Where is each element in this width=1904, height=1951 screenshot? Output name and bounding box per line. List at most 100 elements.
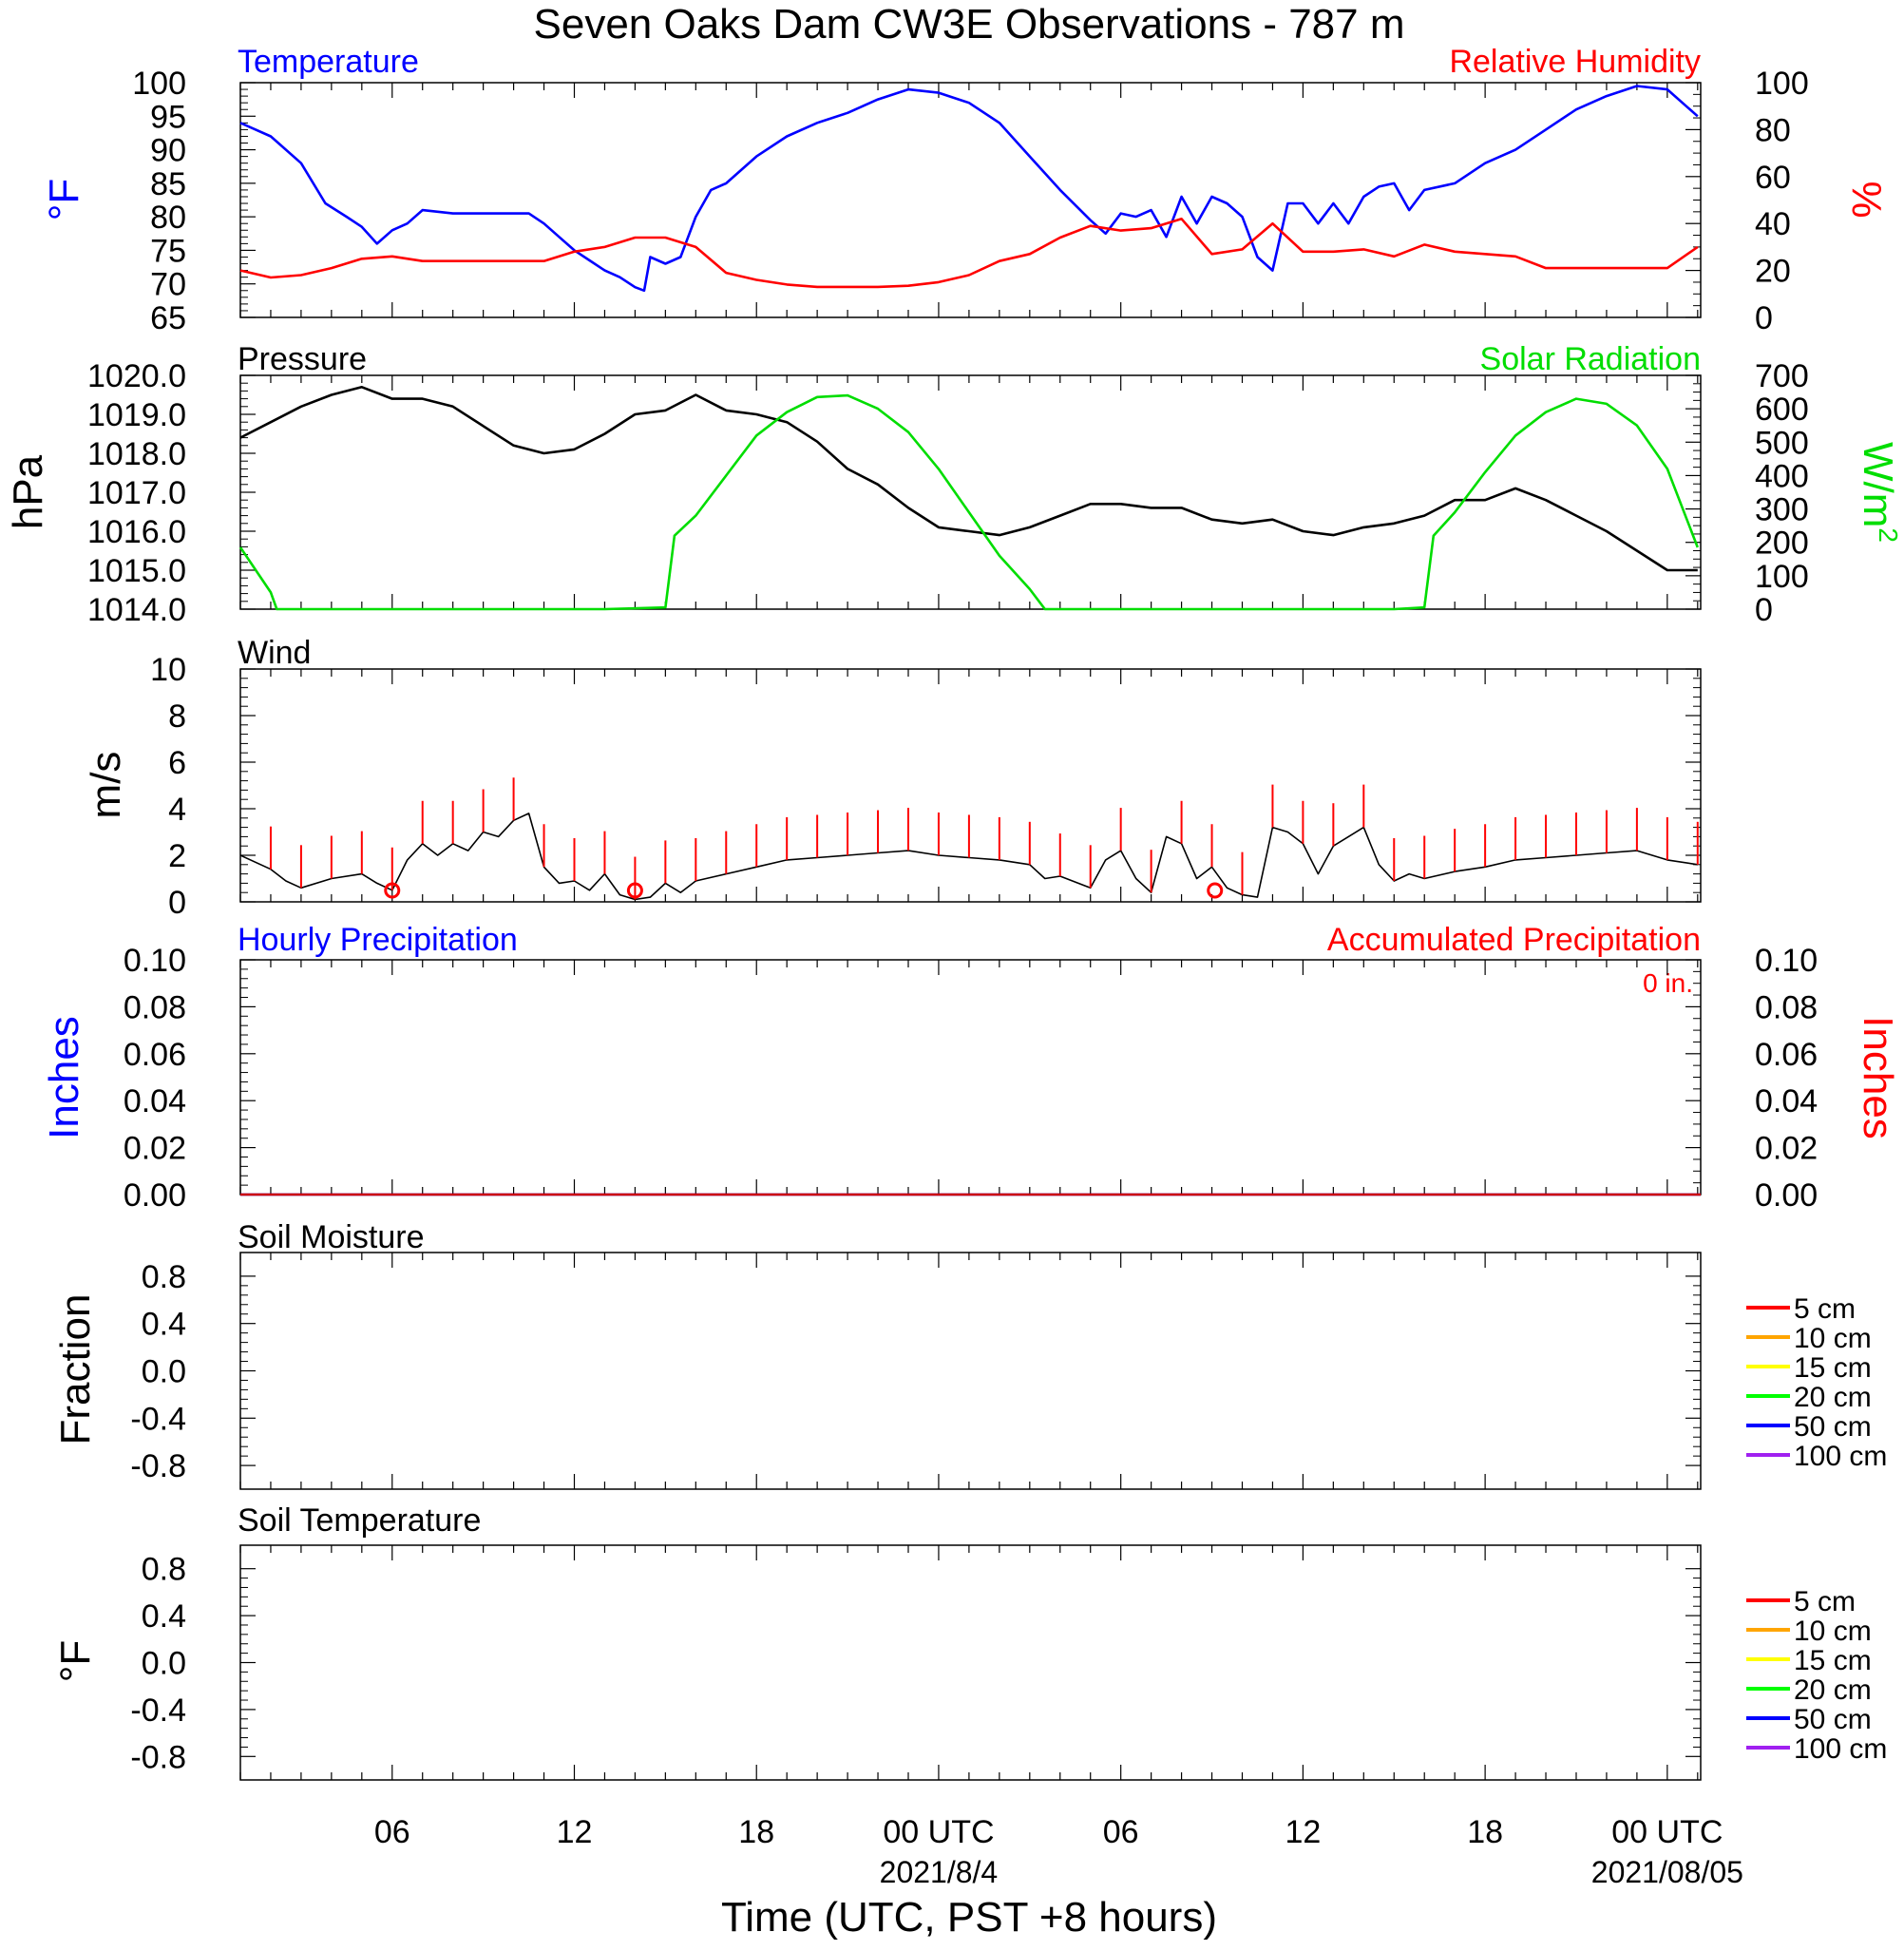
y-tick-label-right: 600: [1755, 392, 1809, 428]
y-tick-label: 80: [150, 200, 186, 236]
y-tick-label-right: 0.00: [1755, 1177, 1818, 1214]
y-tick-label: 10: [150, 652, 186, 688]
legend-label: 10 cm: [1794, 1616, 1872, 1647]
y-tick-label: 1017.0: [87, 475, 186, 511]
panel-wind: Wind m/s: [83, 635, 311, 818]
calm-marker: [1207, 882, 1224, 899]
y-tick-label: 1018.0: [87, 436, 186, 472]
y-tick-label: 0.00: [124, 1177, 186, 1214]
soil-temperature-title: Soil Temperature: [238, 1502, 481, 1539]
y-tick-label: 0.0: [142, 1354, 186, 1390]
y-tick-label: -0.4: [130, 1693, 186, 1729]
panel-precipitation: Hourly Precipitation Accumulated Precipi…: [41, 922, 1901, 1139]
y-tick-label-right: 300: [1755, 492, 1809, 528]
y-tick-label: 1016.0: [87, 514, 186, 550]
y-tick-label: 0.4: [142, 1598, 186, 1635]
x-date-label: 2021/08/05: [1591, 1855, 1743, 1889]
chart-marks: 657075808590951000204060801001014.01015.…: [87, 66, 1887, 1889]
legend-label: 50 cm: [1794, 1411, 1872, 1443]
y-tick-label: 2: [168, 838, 186, 874]
panel-soil-temperature: Soil Temperature °F: [52, 1502, 481, 1682]
y-tick-label-right: 0.06: [1755, 1037, 1818, 1073]
soil-moisture-unit-label: Fraction: [52, 1294, 99, 1445]
y-tick-label: 0.8: [142, 1259, 186, 1295]
legend-label: 5 cm: [1794, 1586, 1856, 1617]
y-tick-label-right: 400: [1755, 458, 1809, 494]
hourly-precip-unit-label: Inches: [41, 1016, 87, 1139]
panel-3-plot: 0 2 4 6 8 10: [150, 652, 1702, 921]
y-tick-label-right: 200: [1755, 526, 1809, 562]
x-date-label: 2021/8/4: [880, 1855, 999, 1889]
series-wind: [239, 813, 1698, 901]
y-tick-label: 1020.0: [87, 358, 186, 394]
pressure-title: Pressure: [238, 341, 367, 377]
y-tick-label-right: 0.08: [1755, 989, 1818, 1025]
x-tick-label: 18: [1467, 1814, 1503, 1850]
y-tick-label: 0.08: [124, 989, 186, 1025]
panel-temperature-humidity: Temperature Relative Humidity °F %: [41, 44, 1890, 220]
series-solar-radiation: [238, 393, 1700, 611]
panel-4-plot: 0.00 0.02 0.04 0.06 0.08 0.10 0.00 0.02 0.04 0.06…: [124, 943, 1818, 1214]
humidity-unit-label: %: [1843, 181, 1890, 218]
legend-label: 15 cm: [1794, 1645, 1872, 1676]
x-tick-label: 18: [738, 1814, 774, 1850]
y-tick-label: 100: [132, 66, 186, 102]
y-tick-label: 0.4: [142, 1307, 186, 1343]
plot-frame: [239, 668, 1702, 903]
legend-label: 100 cm: [1794, 1441, 1887, 1472]
humidity-title: Relative Humidity: [1449, 44, 1701, 80]
y-tick-label: 6: [168, 745, 186, 781]
y-tick-label-right: 100: [1755, 66, 1809, 102]
y-tick-label: 1014.0: [87, 592, 186, 628]
y-tick-label: -0.4: [130, 1401, 186, 1437]
pressure-unit-label: hPa: [5, 454, 51, 529]
x-tick-label: 06: [1103, 1814, 1139, 1850]
wind-unit-label: m/s: [83, 752, 129, 819]
panel-2-plot: 1014.01015.01016.01017.01018.01019.01020…: [87, 358, 1809, 628]
x-tick-label: 06: [374, 1814, 410, 1850]
x-axis-title: Time (UTC, PST +8 hours): [721, 1894, 1217, 1941]
y-tick-label-right: 0.04: [1755, 1083, 1818, 1119]
y-tick-label: 4: [168, 792, 186, 828]
temperature-unit-label: °F: [41, 179, 87, 220]
legend-label: 100 cm: [1794, 1733, 1887, 1765]
y-tick-label: 8: [168, 698, 186, 735]
y-tick-label: 95: [150, 99, 186, 135]
y-tick-label: 65: [150, 300, 186, 336]
temperature-title: Temperature: [238, 44, 419, 80]
legend-label: 5 cm: [1794, 1293, 1856, 1325]
y-tick-label-right: 60: [1755, 160, 1791, 196]
legend-label: 50 cm: [1794, 1704, 1872, 1735]
accum-precip-title: Accumulated Precipitation: [1327, 922, 1701, 958]
y-tick-label-right: 0: [1755, 592, 1773, 628]
series-temperature: [239, 85, 1699, 293]
y-tick-label-right: 0.02: [1755, 1131, 1818, 1167]
soil-temperature-unit-label: °F: [52, 1640, 99, 1682]
accum-precip-value: 0 in.: [1643, 968, 1693, 998]
x-tick-label: 00 UTC: [883, 1814, 994, 1850]
hourly-precip-title: Hourly Precipitation: [238, 922, 518, 958]
legend-label: 20 cm: [1794, 1382, 1872, 1413]
y-tick-label: 90: [150, 133, 186, 169]
solar-unit-label: W/m2: [1855, 442, 1903, 543]
y-tick-label: 0.06: [124, 1037, 186, 1073]
y-tick-label-right: 0: [1755, 300, 1773, 336]
y-tick-label: -0.8: [130, 1739, 186, 1775]
solar-title: Solar Radiation: [1480, 341, 1701, 377]
x-tick-label: 12: [1285, 1814, 1321, 1850]
y-tick-label: 1015.0: [87, 553, 186, 589]
series-pressure: [239, 386, 1698, 572]
legend-label: 15 cm: [1794, 1352, 1872, 1384]
y-tick-label-right: 700: [1755, 358, 1809, 394]
y-tick-label: 85: [150, 166, 186, 202]
y-tick-label: 70: [150, 267, 186, 303]
wind-title: Wind: [238, 635, 311, 671]
panel-pressure-solar: Pressure Solar Radiation hPa W/m2: [5, 341, 1903, 543]
figure-title: Seven Oaks Dam CW3E Observations - 787 m: [534, 1, 1405, 48]
y-tick-label: 0.0: [142, 1646, 186, 1682]
panel-soil-moisture: Soil Moisture Fraction: [52, 1219, 425, 1444]
